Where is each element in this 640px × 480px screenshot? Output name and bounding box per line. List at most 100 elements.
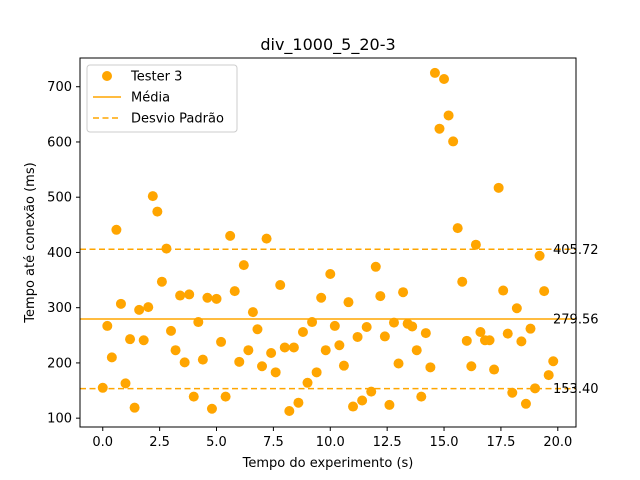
legend-box [86, 64, 238, 133]
y-tick-label: 700 [47, 80, 72, 95]
data-point [493, 182, 504, 193]
data-point [411, 345, 422, 356]
legend-label-scatter: Tester 3 [130, 70, 182, 85]
data-point [311, 367, 322, 378]
data-point [238, 260, 249, 271]
data-point [211, 293, 222, 304]
data-point [484, 335, 495, 346]
data-point [316, 292, 327, 303]
chart-title: div_1000_5_20-3 [260, 35, 395, 55]
legend-marker-scatter [102, 71, 112, 81]
y-tick-label: 400 [47, 246, 72, 261]
data-point [279, 342, 290, 353]
x-tick-label: 5.0 [206, 435, 227, 450]
data-point [206, 403, 217, 414]
x-tick-label: 0.0 [92, 435, 113, 450]
data-point [425, 362, 436, 373]
data-point [170, 345, 181, 356]
data-point [266, 347, 277, 358]
data-point [247, 307, 258, 318]
data-point [420, 328, 431, 339]
data-point [461, 335, 472, 346]
data-point [166, 325, 177, 336]
data-point [257, 361, 268, 372]
data-point [261, 233, 272, 244]
y-tick-label: 500 [47, 191, 72, 206]
data-point [370, 261, 381, 272]
data-point [325, 268, 336, 279]
data-point [188, 391, 199, 402]
x-tick-label: 17.5 [486, 435, 515, 450]
data-point [398, 287, 409, 298]
data-point [443, 110, 454, 121]
data-point [284, 405, 295, 416]
x-tick-label: 7.5 [263, 435, 284, 450]
data-point [543, 370, 554, 381]
data-point [270, 367, 281, 378]
data-point [320, 345, 331, 356]
data-point [361, 322, 372, 333]
data-point [175, 290, 186, 301]
plot-frame [79, 57, 577, 428]
data-point [393, 358, 404, 369]
data-point [307, 317, 318, 328]
data-point [229, 286, 240, 297]
data-point [288, 342, 299, 353]
x-tick-label: 12.5 [373, 435, 402, 450]
data-point [334, 340, 345, 351]
data-point [384, 399, 395, 410]
data-point [220, 391, 231, 402]
legend-label-mean: Média [131, 91, 170, 106]
data-point [120, 378, 131, 389]
data-point [293, 397, 304, 408]
data-point [97, 382, 108, 393]
data-point [379, 331, 390, 342]
data-point [343, 297, 354, 308]
data-point [138, 335, 149, 346]
y-tick-label: 100 [47, 412, 72, 427]
data-point [252, 324, 263, 335]
data-point [106, 352, 117, 363]
data-point [434, 123, 445, 134]
data-point [548, 356, 559, 367]
data-point [234, 356, 245, 367]
data-point [439, 73, 450, 84]
data-point [407, 321, 418, 332]
data-point [338, 360, 349, 371]
data-point [416, 391, 427, 402]
data-point [507, 387, 518, 398]
data-point [197, 354, 208, 365]
data-point [152, 206, 163, 217]
data-point [475, 326, 486, 337]
data-point [156, 276, 167, 287]
data-point [125, 334, 136, 345]
data-point [329, 320, 340, 331]
data-point [302, 377, 313, 388]
data-point [348, 401, 359, 412]
x-tick-label: 15.0 [430, 435, 459, 450]
y-axis-title: Tempo até conexão (ms) [23, 162, 38, 323]
data-point [520, 398, 531, 409]
data-point [502, 328, 513, 339]
data-point [498, 285, 509, 296]
data-point [129, 402, 140, 413]
y-tick-label: 200 [47, 356, 72, 371]
data-point [511, 303, 522, 314]
x-tick-label: 2.5 [149, 435, 170, 450]
legend: Tester 3 Média Desvio Padrão [86, 64, 238, 133]
data-point [115, 298, 126, 309]
legend-label-std: Desvio Padrão [131, 112, 224, 127]
data-point [429, 67, 440, 78]
data-point [516, 336, 527, 347]
data-point [470, 239, 481, 250]
data-point [448, 136, 459, 147]
data-points [97, 67, 559, 416]
data-point [193, 317, 204, 328]
data-point [143, 302, 154, 313]
data-point [179, 357, 190, 368]
data-point [539, 286, 550, 297]
data-point [375, 291, 386, 302]
data-point [147, 191, 158, 202]
data-point [489, 364, 500, 375]
